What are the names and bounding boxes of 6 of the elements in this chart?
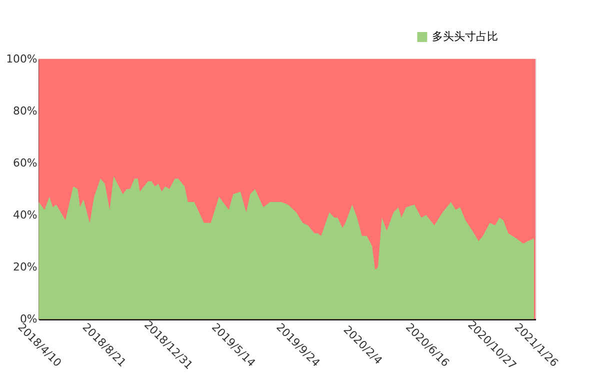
legend-label: 多头头寸占比 (432, 30, 498, 43)
y-tick-label: 40% (13, 208, 38, 222)
y-tick-label: 80% (13, 104, 38, 118)
y-tick-label: 60% (13, 156, 38, 170)
y-tick-label: 100% (6, 52, 38, 66)
y-tick-label: 20% (13, 260, 38, 274)
